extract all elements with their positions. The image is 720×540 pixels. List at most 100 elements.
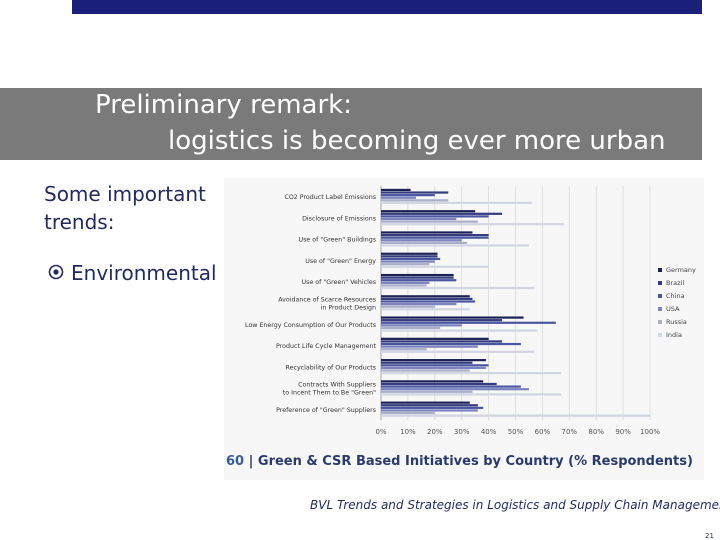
bar-india — [381, 329, 538, 332]
bar-germany — [381, 337, 489, 340]
bar-india — [381, 201, 532, 205]
bar-germany — [381, 380, 484, 383]
bar-india — [381, 265, 489, 268]
bar-china — [381, 194, 435, 197]
title-line-1: Preliminary remark: — [95, 90, 352, 120]
bar-germany — [381, 359, 486, 362]
bar-germany — [381, 252, 438, 255]
x-tick-label: 100% — [640, 428, 660, 436]
bar-brazil — [381, 319, 503, 322]
bar-russia — [381, 241, 468, 244]
bar-germany — [381, 231, 473, 234]
bar-china — [381, 406, 484, 409]
bar-germany — [381, 316, 524, 319]
category-label: Low Energy Consumption of Our Products — [245, 322, 376, 329]
bar-germany — [381, 188, 411, 192]
category-label: Use of "Green" Vehicles — [302, 279, 377, 286]
legend-label-china: China — [666, 292, 685, 300]
x-tick-label: 70% — [562, 428, 578, 436]
bar-usa — [381, 388, 529, 391]
bar-russia — [381, 199, 449, 202]
bar-china — [381, 279, 457, 282]
category-label: Preference of "Green" Suppliers — [276, 407, 376, 414]
bar-brazil — [381, 297, 473, 300]
x-tick-label: 80% — [588, 428, 604, 436]
chart-caption: 60 | Green & CSR Based Initiatives by Co… — [226, 454, 693, 469]
bar-chart: 0% 10% 20% 30% 40% 50% 60% 70% 80% 90% 100% CO2 Pro… — [245, 186, 696, 436]
bar-russia — [381, 348, 427, 351]
category-label: Disclosure of Emissions — [302, 215, 376, 222]
category-label: Use of "Green" Energy — [305, 258, 376, 265]
page-number: 21 — [705, 532, 714, 540]
bar-india — [381, 244, 529, 247]
x-tick-label: 30% — [454, 428, 470, 436]
x-tick-label: 10% — [400, 428, 416, 436]
legend-label-russia: Russia — [666, 318, 687, 326]
legend-label-india: India — [666, 331, 682, 339]
bar-germany — [381, 295, 470, 298]
circle-bullet-icon — [48, 264, 64, 280]
bar-india — [381, 372, 562, 375]
bar-china — [381, 257, 441, 261]
category-label: Use of "Green" Buildings — [298, 237, 376, 244]
bar-brazil — [381, 233, 489, 237]
legend-swatch-india — [658, 333, 662, 337]
caption-number: 60 — [226, 454, 245, 469]
bar-china — [381, 321, 556, 324]
bar-russia — [381, 369, 470, 372]
bar-germany — [381, 273, 454, 277]
bar-usa — [381, 281, 430, 284]
bar-russia — [381, 305, 435, 308]
bar-brazil — [381, 340, 503, 343]
bar-usa — [381, 366, 486, 370]
trends-label: Some important trends: — [44, 182, 206, 234]
bar-usa — [381, 324, 462, 327]
bar-china — [381, 364, 489, 367]
bar-china — [381, 385, 521, 388]
source-citation: BVL Trends and Strategies in Logistics a… — [310, 498, 720, 512]
bar-germany — [381, 401, 470, 404]
bar-india — [381, 414, 650, 417]
bar-brazil — [381, 382, 497, 386]
bar-russia — [381, 263, 430, 266]
legend-swatch-china — [658, 294, 662, 298]
bar-russia — [381, 411, 435, 415]
caption-text: | Green & CSR Based Initiatives by Count… — [248, 454, 693, 469]
bar-russia — [381, 220, 478, 223]
bar-brazil — [381, 404, 478, 407]
bar-china — [381, 236, 489, 239]
category-label: Avoidance of Scarce Resources — [278, 297, 376, 304]
bar-china — [381, 300, 476, 303]
x-tick-label: 50% — [508, 428, 524, 436]
bar-usa — [381, 196, 416, 199]
x-tick-label: 0% — [375, 428, 386, 436]
bar-usa — [381, 303, 457, 306]
bar-brazil — [381, 361, 473, 364]
legend-swatch-usa — [658, 307, 662, 311]
bar-usa — [381, 345, 478, 348]
bar-china — [381, 215, 489, 218]
bar-usa — [381, 409, 478, 412]
bar-russia — [381, 326, 441, 330]
x-tick-label: 60% — [535, 428, 551, 436]
bar-brazil — [381, 276, 454, 279]
legend-swatch-brazil — [658, 281, 662, 285]
bar-india — [381, 308, 470, 311]
bar-china — [381, 342, 521, 346]
x-tick-label: 20% — [427, 428, 443, 436]
top-accent-bar — [72, 0, 702, 14]
legend-swatch-russia — [658, 320, 662, 324]
x-tick-label: 40% — [481, 428, 497, 436]
bar-germany — [381, 210, 476, 213]
bar-brazil — [381, 212, 503, 215]
category-label: CO2 Product Label Emissions — [284, 194, 376, 201]
x-tick-label: 90% — [615, 428, 631, 436]
bar-india — [381, 223, 564, 226]
legend-label-usa: USA — [666, 305, 680, 313]
bar-usa — [381, 260, 435, 263]
legend-label-brazil: Brazil — [666, 279, 684, 287]
bar-india — [381, 286, 535, 290]
legend-swatch-germany — [658, 268, 662, 272]
legend-label-germany: Germany — [666, 266, 696, 274]
category-label: Recyclability of Our Products — [286, 364, 376, 371]
